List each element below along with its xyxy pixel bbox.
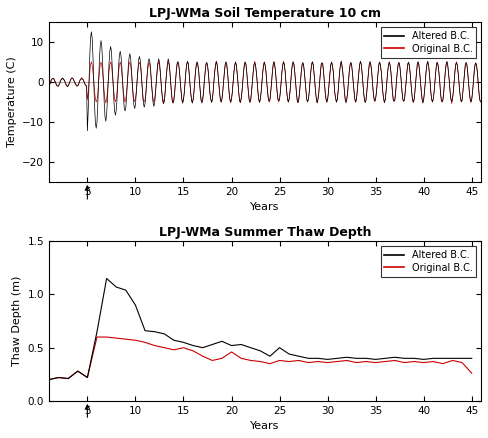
X-axis label: Years: Years (250, 421, 280, 431)
Title: LPJ-WMa Summer Thaw Depth: LPJ-WMa Summer Thaw Depth (159, 226, 371, 239)
Legend: Altered B.C., Original B.C.: Altered B.C., Original B.C. (381, 27, 476, 58)
Y-axis label: Thaw Depth (m): Thaw Depth (m) (12, 276, 22, 366)
X-axis label: Years: Years (250, 202, 280, 212)
Y-axis label: Temperature (C): Temperature (C) (7, 57, 17, 148)
Title: LPJ-WMa Soil Temperature 10 cm: LPJ-WMa Soil Temperature 10 cm (149, 7, 381, 20)
Legend: Altered B.C., Original B.C.: Altered B.C., Original B.C. (381, 246, 476, 277)
